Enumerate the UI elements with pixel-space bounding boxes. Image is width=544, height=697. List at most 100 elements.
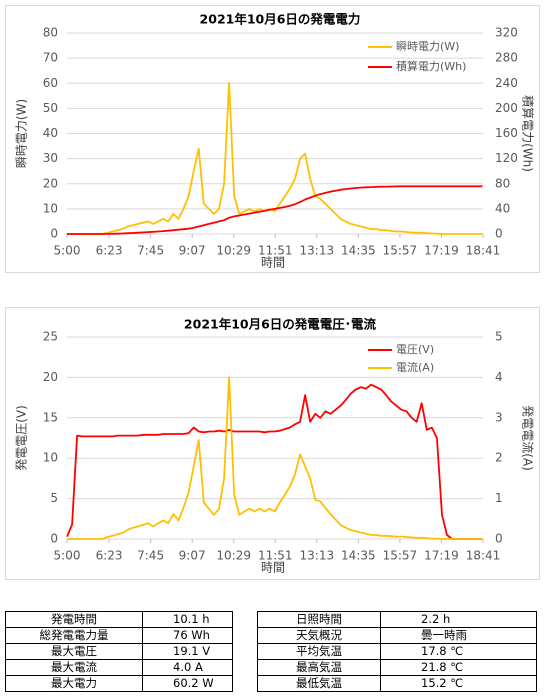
- legend-label: 瞬時電力(W): [396, 40, 459, 53]
- table-row: 最大電流 4.0 A: [5, 659, 233, 676]
- y-tick-label: 30: [43, 151, 58, 165]
- table-label: 最大電圧: [5, 643, 143, 660]
- table-value: 2.2 h: [380, 611, 537, 628]
- table-row: 最大電圧 19.1 V: [5, 643, 233, 660]
- y2-tick-label: 320: [495, 26, 518, 40]
- x-tick-label: 10:29: [216, 244, 251, 258]
- y-axis-label: 瞬時電力(W): [15, 99, 29, 168]
- y2-tick-label: 0: [495, 532, 503, 546]
- table-label: 発電時間: [5, 611, 143, 628]
- y-tick-label: 50: [43, 101, 58, 115]
- y2-tick-label: 4: [495, 370, 503, 384]
- y-tick-label: 15: [43, 410, 58, 424]
- table-label: 最高気温: [257, 659, 381, 676]
- table-row: 最大電力 60.2 W: [5, 675, 233, 692]
- table-label: 天気概況: [257, 627, 381, 644]
- y-tick-label: 60: [43, 76, 58, 90]
- y2-tick-label: 240: [495, 76, 518, 90]
- x-tick-label: 9:07: [179, 244, 206, 258]
- table-label: 最低気温: [257, 675, 381, 692]
- y-tick-label: 10: [43, 451, 58, 465]
- table-value: 17.8 ℃: [380, 643, 537, 660]
- y-tick-label: 10: [43, 201, 58, 215]
- table-label: 平均気温: [257, 643, 381, 660]
- x-tick-label: 6:23: [96, 244, 123, 258]
- table-value: 4.0 A: [142, 659, 233, 676]
- y2-tick-label: 280: [495, 51, 518, 65]
- table-value: 15.2 ℃: [380, 675, 537, 692]
- y2-axis-label: 積算電力(Wh): [521, 95, 536, 172]
- y-tick-label: 40: [43, 126, 58, 140]
- legend-label: 電流(A): [396, 360, 434, 374]
- table-row: 総発電電力量 76 Wh: [5, 627, 233, 644]
- series-line: [67, 376, 483, 540]
- legend-label: 電圧(V): [396, 343, 434, 356]
- chart-title: 2021年10月6日の発電電力: [200, 12, 361, 27]
- x-tick-label: 11:51: [258, 549, 293, 563]
- table-value: 60.2 W: [142, 675, 233, 692]
- x-tick-label: 7:45: [137, 549, 164, 563]
- x-tick-label: 15:57: [383, 244, 418, 258]
- x-tick-label: 17:19: [424, 549, 459, 563]
- series-line: [66, 383, 483, 540]
- summary-table-left: 発電時間 10.1 h 総発電電力量 76 Wh 最大電圧 19.1 V 最大電流 4.0 A…: [5, 611, 233, 692]
- x-tick-label: 5:00: [54, 549, 81, 563]
- table-value: 19.1 V: [142, 643, 233, 660]
- x-tick-label: 14:35: [341, 244, 376, 258]
- chart-title: 2021年10月6日の発電電圧･電流: [184, 317, 377, 332]
- table-row: 平均気温 17.8 ℃: [257, 643, 537, 660]
- y2-tick-label: 1: [495, 491, 503, 505]
- y2-tick-label: 2: [495, 451, 503, 465]
- y-tick-label: 80: [43, 26, 58, 40]
- y2-axis-label: 発電電流(A): [521, 405, 535, 471]
- charts: 2021年10月6日の発電電力0102030405060708004080120…: [5, 5, 540, 580]
- table-value: 曇一時雨: [380, 627, 537, 644]
- table-label: 総発電電力量: [5, 627, 143, 644]
- y-tick-label: 5: [50, 491, 58, 505]
- table-row: 天気概況 曇一時雨: [257, 627, 537, 644]
- table-value: 76 Wh: [142, 627, 233, 644]
- x-tick-label: 18:41: [466, 244, 501, 258]
- summary-table-right: 日照時間 2.2 h 天気概況 曇一時雨 平均気温 17.8 ℃ 最高気温 21.8 ℃ 最低気…: [257, 611, 537, 692]
- x-axis-label: 時間: [261, 561, 285, 575]
- x-axis-label: 時間: [261, 256, 285, 270]
- chart-frame: [5, 307, 540, 580]
- y-tick-label: 0: [50, 227, 58, 241]
- x-tick-label: 17:19: [424, 244, 459, 258]
- y-tick-label: 70: [43, 51, 58, 65]
- x-tick-label: 6:23: [96, 549, 123, 563]
- table-value: 10.1 h: [142, 611, 233, 628]
- x-tick-label: 5:00: [54, 244, 81, 258]
- chart-frame: [5, 5, 540, 273]
- x-tick-label: 13:13: [300, 244, 335, 258]
- x-tick-label: 11:51: [258, 244, 293, 258]
- table-row: 発電時間 10.1 h: [5, 611, 233, 628]
- y2-tick-label: 40: [495, 201, 510, 215]
- table-row: 最高気温 21.8 ℃: [257, 659, 537, 676]
- y-tick-label: 0: [50, 532, 58, 546]
- series-line: [67, 81, 483, 235]
- table-row: 日照時間 2.2 h: [257, 611, 537, 628]
- legend-label: 積算電力(Wh): [396, 59, 466, 73]
- x-tick-label: 14:35: [341, 549, 376, 563]
- y-tick-label: 25: [43, 330, 58, 344]
- x-tick-label: 15:57: [383, 549, 418, 563]
- x-tick-label: 10:29: [216, 549, 251, 563]
- table-value: 21.8 ℃: [380, 659, 537, 676]
- table-row: 最低気温 15.2 ℃: [257, 675, 537, 692]
- y2-tick-label: 160: [495, 126, 518, 140]
- y-tick-label: 20: [43, 176, 58, 190]
- x-tick-label: 13:13: [300, 549, 335, 563]
- y-axis-label: 発電電圧(V): [15, 405, 29, 471]
- table-label: 日照時間: [257, 611, 381, 628]
- x-tick-label: 7:45: [137, 244, 164, 258]
- y2-tick-label: 80: [495, 176, 510, 190]
- x-tick-label: 9:07: [179, 549, 206, 563]
- y2-tick-label: 3: [495, 410, 503, 424]
- y2-tick-label: 0: [495, 227, 503, 241]
- series-line: [67, 185, 483, 235]
- y2-tick-label: 120: [495, 151, 518, 165]
- table-label: 最大電力: [5, 675, 143, 692]
- y-tick-label: 20: [43, 370, 58, 384]
